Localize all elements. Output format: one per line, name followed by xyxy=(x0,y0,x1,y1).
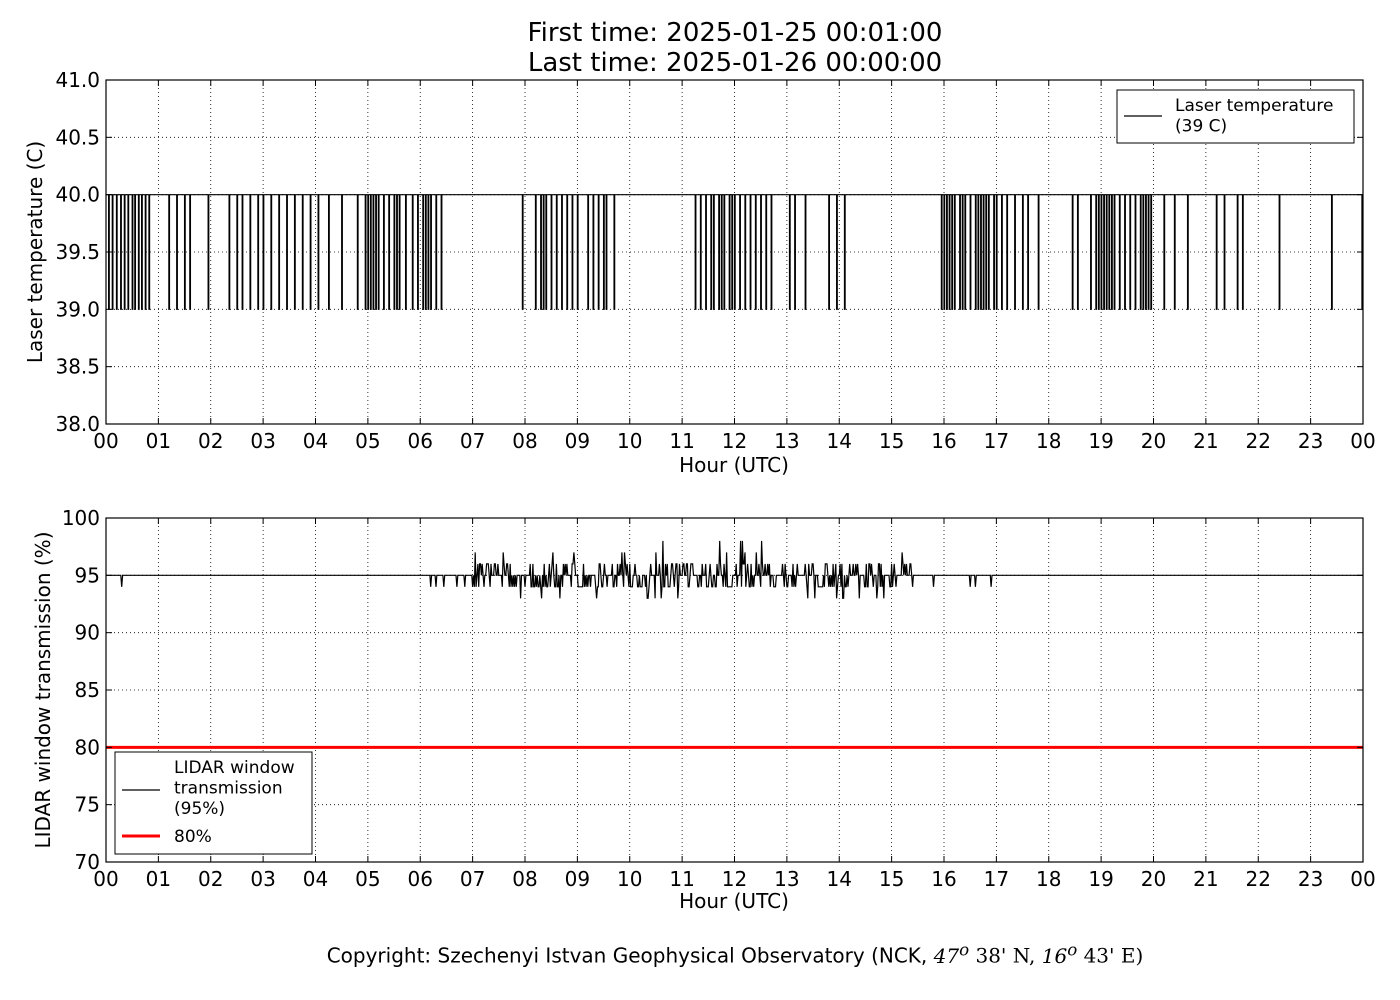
y-tick-label: 95 xyxy=(75,563,100,587)
x-tick-label: 08 xyxy=(512,429,537,453)
latitude-minutes: 38' N, xyxy=(975,943,1036,968)
x-tick-label: 02 xyxy=(198,867,223,891)
y-tick-label: 38.5 xyxy=(55,355,100,379)
x-tick-label: 20 xyxy=(1141,429,1166,453)
y-tick-label: 70 xyxy=(75,850,100,874)
x-tick-label: 01 xyxy=(146,867,171,891)
transmission-legend-label: LIDAR window transmission (95%) xyxy=(174,758,295,819)
x-tick-label: 12 xyxy=(722,429,747,453)
laser-temperature-line xyxy=(106,194,1364,310)
copyright-footer: Copyright: Szechenyi Istvan Geophysical … xyxy=(0,937,1400,969)
y-tick-label: 41.0 xyxy=(55,68,100,92)
transmission-legend: LIDAR window transmission (95%) 80% xyxy=(114,751,313,855)
x-tick-label: 13 xyxy=(774,867,799,891)
longitude-degrees: 16o xyxy=(1041,940,1078,968)
x-tick-label: 18 xyxy=(1036,867,1061,891)
x-tick-label: 08 xyxy=(512,867,537,891)
chart-title-line-2: Last time: 2025-01-26 00:00:00 xyxy=(527,48,943,78)
x-tick-label: 16 xyxy=(931,867,956,891)
x-tick-label: 00 xyxy=(93,867,118,891)
x-tick-label: 00 xyxy=(1350,429,1375,453)
x-tick-label: 21 xyxy=(1193,429,1218,453)
x-tick-label: 01 xyxy=(146,429,171,453)
x-tick-label: 03 xyxy=(250,867,275,891)
x-tick-label: 16 xyxy=(931,429,956,453)
x-tick-label: 23 xyxy=(1298,867,1323,891)
y-tick-label: 85 xyxy=(75,678,100,702)
x-tick-label: 06 xyxy=(408,429,433,453)
x-tick-label: 11 xyxy=(669,429,694,453)
x-tick-label: 17 xyxy=(984,429,1009,453)
x-tick-label: 22 xyxy=(1246,429,1271,453)
x-tick-label: 19 xyxy=(1088,429,1113,453)
x-tick-label: 05 xyxy=(355,429,380,453)
threshold-legend-label: 80% xyxy=(174,827,212,847)
y-tick-label: 75 xyxy=(75,793,100,817)
x-tick-label: 13 xyxy=(774,429,799,453)
laser-y-ticks: 38.0 38.5 39.0 39.5 40.0 40.5 41.0 xyxy=(55,68,1363,436)
y-tick-label: 40.0 xyxy=(55,183,100,207)
x-tick-label: 22 xyxy=(1246,867,1271,891)
longitude-minutes: 43' E) xyxy=(1083,943,1144,968)
transmission-legend-box xyxy=(114,751,313,855)
laser-x-axis-label: Hour (UTC) xyxy=(679,453,789,477)
x-tick-label: 04 xyxy=(303,429,328,453)
y-tick-label: 90 xyxy=(75,621,100,645)
y-tick-label: 80 xyxy=(75,735,100,759)
x-tick-label: 05 xyxy=(355,867,380,891)
x-tick-label: 15 xyxy=(879,429,904,453)
latitude-degrees: 47o xyxy=(933,940,970,968)
x-tick-label: 04 xyxy=(303,867,328,891)
x-tick-label: 17 xyxy=(984,867,1009,891)
y-tick-label: 40.5 xyxy=(55,125,100,149)
x-tick-label: 21 xyxy=(1193,867,1218,891)
x-tick-label: 12 xyxy=(722,867,747,891)
x-tick-label: 02 xyxy=(198,429,223,453)
chart-title-line-1: First time: 2025-01-25 00:01:00 xyxy=(527,18,943,48)
x-tick-label: 19 xyxy=(1088,867,1113,891)
x-tick-label: 06 xyxy=(408,867,433,891)
transmission-x-ticks: 00 01 02 03 04 05 06 07 08 09 10 11 12 13 14 15 16 17 18 19… xyxy=(93,518,1376,891)
laser-y-axis-label: Laser temperature (C) xyxy=(23,141,47,363)
x-tick-label: 09 xyxy=(565,867,590,891)
laser-legend: Laser temperature (39 C) xyxy=(1116,89,1355,144)
transmission-y-axis-label: LIDAR window transmission (%) xyxy=(31,532,55,849)
x-tick-label: 14 xyxy=(827,867,852,891)
transmission-line xyxy=(106,540,1363,599)
x-tick-label: 14 xyxy=(827,429,852,453)
x-tick-label: 03 xyxy=(250,429,275,453)
x-tick-label: 09 xyxy=(565,429,590,453)
laser-temperature-chart: 38.038.539.039.540.040.541.0 00 01 02 03 04 0… xyxy=(23,68,1376,477)
lidar-transmission-chart: 70 75 80 85 90 95 100 00 01 02 03 04 05 06 07 08 09 10 11… xyxy=(31,506,1376,913)
y-tick-label: 38.0 xyxy=(55,412,100,436)
x-tick-label: 15 xyxy=(879,867,904,891)
y-tick-label: 39.0 xyxy=(55,297,100,321)
x-tick-label: 23 xyxy=(1298,429,1323,453)
x-tick-label: 07 xyxy=(460,867,485,891)
x-tick-label: 00 xyxy=(93,429,118,453)
transmission-y-ticks: 70 75 80 85 90 95 100 xyxy=(62,506,1363,874)
transmission-grid xyxy=(106,518,1363,862)
copyright-text: Copyright: Szechenyi Istvan Geophysical … xyxy=(326,943,928,968)
x-tick-label: 10 xyxy=(617,867,642,891)
x-tick-label: 00 xyxy=(1350,867,1375,891)
y-tick-label: 100 xyxy=(62,506,100,530)
x-tick-label: 20 xyxy=(1141,867,1166,891)
y-tick-label: 39.5 xyxy=(55,240,100,264)
x-tick-label: 11 xyxy=(669,867,694,891)
laser-x-ticks: 00 01 02 03 04 05 06 07 08 09 10 11 12 13 14 15 16 17 18 19… xyxy=(93,80,1376,453)
x-tick-label: 18 xyxy=(1036,429,1061,453)
x-tick-label: 10 xyxy=(617,429,642,453)
x-tick-label: 07 xyxy=(460,429,485,453)
transmission-x-axis-label: Hour (UTC) xyxy=(679,889,789,913)
laser-legend-label: Laser temperature (39 C) xyxy=(1175,96,1333,136)
